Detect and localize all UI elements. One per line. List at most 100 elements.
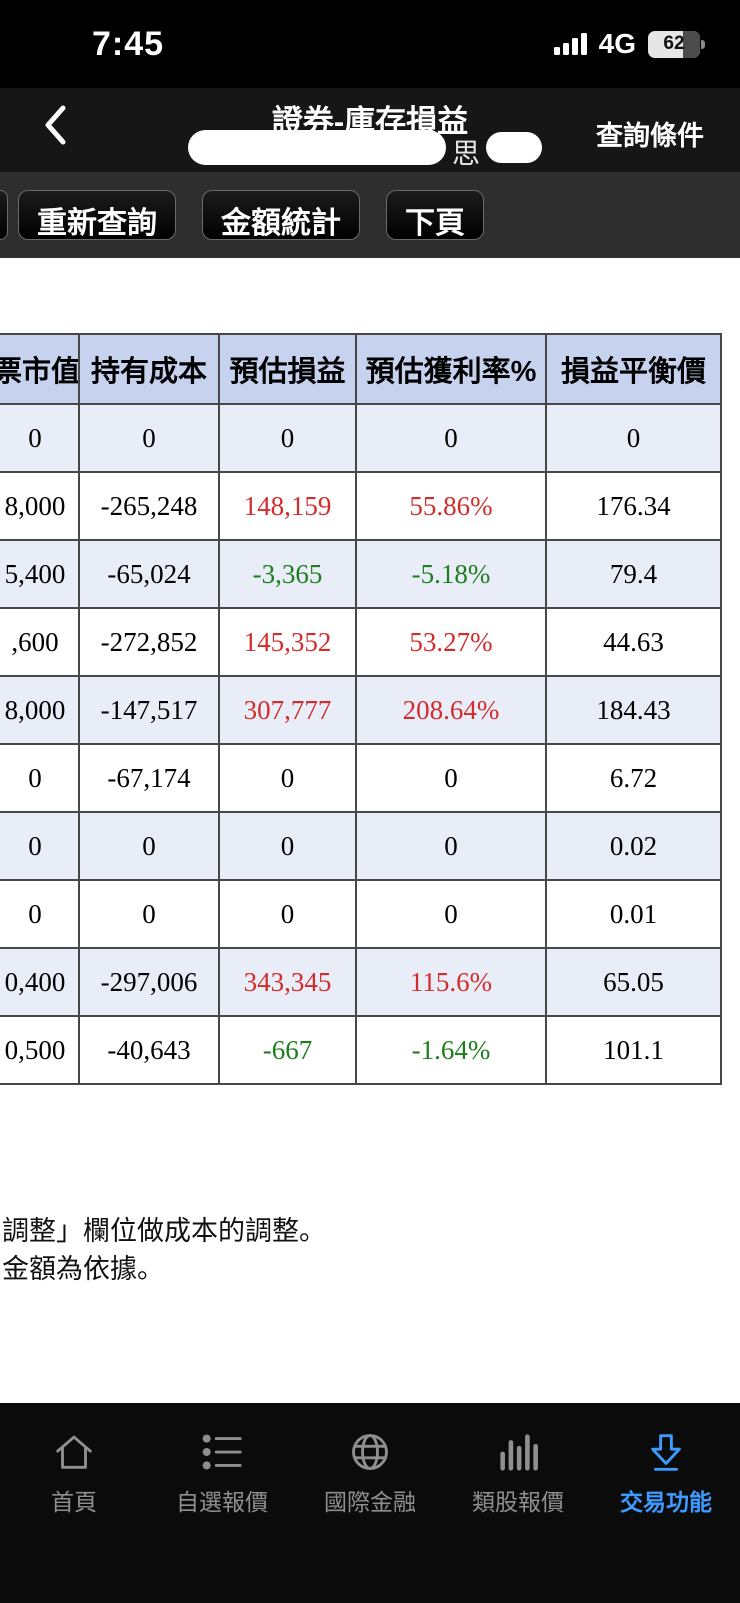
table-cell: -3,365 — [218, 539, 357, 609]
table-cell: -40,643 — [78, 1015, 220, 1085]
table-cell: 0 — [0, 811, 80, 881]
table-cell: -65,024 — [78, 539, 220, 609]
download-arrow-icon — [651, 1434, 681, 1471]
tab-label: 類股報價 — [472, 1489, 564, 1515]
status-bar: 7:45 4G 62 — [0, 0, 740, 88]
table-cell: 8,000 — [0, 471, 80, 541]
table-row[interactable]: 0 0 0 0 0.01 — [0, 879, 722, 949]
table-cell: 0 — [0, 743, 80, 813]
table-cell: 0 — [0, 879, 80, 949]
table-cell: 0 — [78, 879, 220, 949]
table-row[interactable]: 0 -67,174 0 0 6.72 — [0, 743, 722, 813]
cutoff-button[interactable] — [0, 190, 8, 240]
cellular-signal-icon — [553, 33, 587, 55]
footnote-line-1: 調整」欄位做成本的調整。 — [2, 1216, 326, 1246]
table-cell: 101.1 — [545, 1015, 722, 1085]
table-cell: -67,174 — [78, 743, 220, 813]
globe-icon — [352, 1434, 388, 1470]
table-row[interactable]: 8,000 -265,248 148,159 55.86% 176.34 — [0, 471, 722, 541]
col-header-breakeven-price: 損益平衡價 — [545, 333, 722, 405]
tab-trading-functions[interactable]: 交易功能 — [596, 1429, 736, 1517]
table-cell: 5,400 — [0, 539, 80, 609]
table-cell: 0 — [218, 403, 357, 473]
table-cell: 0,400 — [0, 947, 80, 1017]
table-row[interactable]: ,600 -272,852 145,352 53.27% 44.63 — [0, 607, 722, 677]
account-name-fragment: 思 — [452, 138, 481, 169]
table-cell: 0 — [218, 879, 357, 949]
table-cell: -5.18% — [355, 539, 547, 609]
back-button[interactable] — [42, 104, 68, 151]
table-cell: 65.05 — [545, 947, 722, 1017]
table-cell: 6.72 — [545, 743, 722, 813]
table-cell: 0.02 — [545, 811, 722, 881]
col-header-market-value: 票市值 — [0, 333, 80, 405]
table-row[interactable]: 0 0 0 0 0.02 — [0, 811, 722, 881]
table-cell: -272,852 — [78, 607, 220, 677]
table-cell: 145,352 — [218, 607, 357, 677]
tab-watchlist[interactable]: 自選報價 — [152, 1429, 292, 1517]
chevron-left-icon — [45, 105, 66, 145]
tab-sector-quotes[interactable]: 類股報價 — [448, 1429, 588, 1517]
table-cell: 0 — [355, 743, 547, 813]
tab-label: 首頁 — [51, 1489, 97, 1515]
amount-stats-button[interactable]: 金額統計 — [202, 190, 360, 240]
table-cell: 208.64% — [355, 675, 547, 745]
table-cell: 55.86% — [355, 471, 547, 541]
table-cell: 148,159 — [218, 471, 357, 541]
redaction-pill — [486, 132, 542, 163]
table-cell: 0 — [355, 403, 547, 473]
table-cell: -147,517 — [78, 675, 220, 745]
tab-international-finance[interactable]: 國際金融 — [300, 1429, 440, 1517]
table-row[interactable]: 0,400 -297,006 343,345 115.6% 65.05 — [0, 947, 722, 1017]
tab-label: 國際金融 — [324, 1489, 416, 1515]
pl-table-body: 0 0 0 0 0 8,000 -265,248 148,159 55.86% 176.34 5,4… — [0, 403, 722, 1085]
network-type: 4G — [598, 28, 636, 59]
query-conditions-button[interactable]: 查詢條件 — [596, 121, 704, 151]
table-row[interactable]: 8,000 -147,517 307,777 208.64% 184.43 — [0, 675, 722, 745]
tab-label: 自選報價 — [176, 1489, 268, 1515]
table-cell: 79.4 — [545, 539, 722, 609]
table-cell: 184.43 — [545, 675, 722, 745]
table-cell: 44.63 — [545, 607, 722, 677]
next-page-button[interactable]: 下頁 — [386, 190, 484, 240]
table-cell: 0 — [355, 811, 547, 881]
table-cell: 307,777 — [218, 675, 357, 745]
table-cell: -1.64% — [355, 1015, 547, 1085]
table-cell: 0 — [78, 403, 220, 473]
table-cell: 115.6% — [355, 947, 547, 1017]
table-cell: 0 — [78, 811, 220, 881]
table-cell: 0,500 — [0, 1015, 80, 1085]
table-cell: 0.01 — [545, 879, 722, 949]
tab-label: 交易功能 — [620, 1489, 712, 1515]
pl-table: 票市值 持有成本 預估損益 預估獲利率% 損益平衡價 0 0 0 0 0 8,000 -26… — [0, 333, 722, 1085]
battery-percent: 62 — [663, 33, 685, 54]
col-header-holding-cost: 持有成本 — [78, 333, 220, 405]
footnote-line-2: 金額為依據。 — [2, 1254, 164, 1284]
table-row[interactable]: 5,400 -65,024 -3,365 -5.18% 79.4 — [0, 539, 722, 609]
home-icon — [56, 1435, 92, 1469]
table-cell: 0 — [355, 879, 547, 949]
toolbar: 重新查詢 金額統計 下頁 — [0, 172, 740, 258]
table-cell: -667 — [218, 1015, 357, 1085]
table-cell: 0 — [218, 743, 357, 813]
table-cell: 8,000 — [0, 675, 80, 745]
footnotes: 調整」欄位做成本的調整。 金額為依據。 — [2, 1212, 326, 1288]
tab-home[interactable]: 首頁 — [4, 1429, 144, 1517]
table-header-row: 票市值 持有成本 預估損益 預估獲利率% 損益平衡價 — [0, 333, 722, 405]
table-cell: ,600 — [0, 607, 80, 677]
nav-bar: 證券-庫存損益 查詢條件 思 — [0, 88, 740, 172]
star-list-icon — [202, 1434, 242, 1470]
col-header-est-pl: 預估損益 — [218, 333, 357, 405]
redaction-pill — [188, 130, 446, 165]
table-cell: 0 — [545, 403, 722, 473]
table-cell: -265,248 — [78, 471, 220, 541]
table-cell: 343,345 — [218, 947, 357, 1017]
clock: 7:45 — [92, 24, 165, 63]
col-header-est-pl-pct: 預估獲利率% — [355, 333, 547, 405]
battery-icon: 62 — [648, 30, 705, 58]
table-cell: 53.27% — [355, 607, 547, 677]
pl-table-wrapper: 票市值 持有成本 預估損益 預估獲利率% 損益平衡價 0 0 0 0 0 8,000 -26… — [0, 333, 740, 1085]
requery-button[interactable]: 重新查詢 — [18, 190, 176, 240]
table-row[interactable]: 0,500 -40,643 -667 -1.64% 101.1 — [0, 1015, 722, 1085]
